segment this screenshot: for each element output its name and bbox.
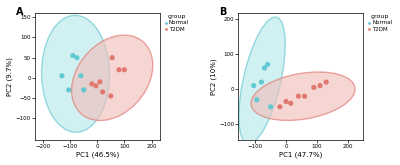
Point bbox=[288, 102, 294, 105]
Ellipse shape bbox=[72, 35, 153, 120]
Text: B: B bbox=[220, 7, 227, 17]
Y-axis label: PC2 (10%): PC2 (10%) bbox=[210, 58, 217, 95]
Point bbox=[311, 86, 317, 89]
Point bbox=[66, 89, 72, 91]
Point bbox=[264, 63, 271, 66]
Point bbox=[80, 89, 87, 91]
Point bbox=[100, 91, 106, 93]
Point bbox=[89, 82, 95, 85]
Point bbox=[283, 100, 289, 103]
Point bbox=[78, 74, 84, 77]
Ellipse shape bbox=[251, 72, 355, 120]
Ellipse shape bbox=[239, 17, 285, 144]
Legend: Normal, T2DM: Normal, T2DM bbox=[164, 14, 190, 33]
Point bbox=[254, 98, 260, 101]
Point bbox=[70, 54, 76, 57]
Point bbox=[317, 84, 323, 87]
X-axis label: PC1 (46.5%): PC1 (46.5%) bbox=[76, 152, 119, 158]
Point bbox=[109, 56, 116, 59]
X-axis label: PC1 (47.7%): PC1 (47.7%) bbox=[279, 152, 322, 158]
Point bbox=[258, 81, 265, 83]
Point bbox=[93, 84, 99, 87]
Point bbox=[323, 81, 329, 83]
Point bbox=[277, 105, 283, 108]
Y-axis label: PC2 (9.7%): PC2 (9.7%) bbox=[7, 57, 14, 96]
Point bbox=[74, 56, 80, 59]
Text: A: A bbox=[16, 7, 24, 17]
Point bbox=[261, 67, 268, 69]
Point bbox=[250, 84, 257, 87]
Point bbox=[301, 95, 308, 98]
Ellipse shape bbox=[42, 15, 110, 132]
Point bbox=[295, 95, 302, 98]
Point bbox=[59, 74, 65, 77]
Point bbox=[268, 105, 274, 108]
Point bbox=[121, 68, 128, 71]
Point bbox=[108, 95, 114, 97]
Point bbox=[116, 68, 122, 71]
Point bbox=[97, 81, 103, 83]
Legend: Normal, T2DM: Normal, T2DM bbox=[367, 14, 393, 33]
